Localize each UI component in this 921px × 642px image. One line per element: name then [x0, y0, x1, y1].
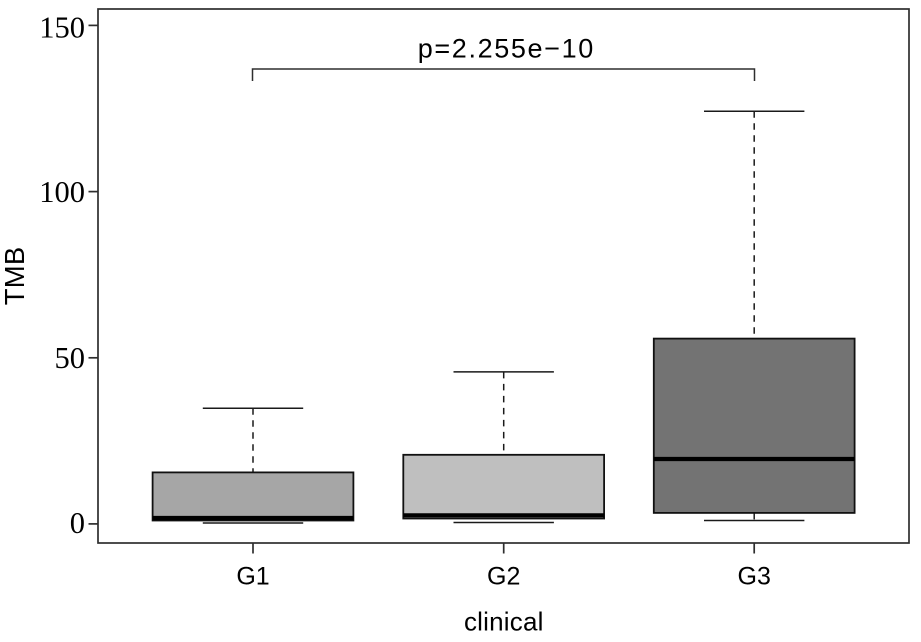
svg-text:clinical: clinical [464, 607, 544, 637]
svg-text:100: 100 [39, 175, 85, 209]
svg-text:G3: G3 [738, 563, 771, 591]
svg-text:p=2.255e−10: p=2.255e−10 [418, 33, 594, 63]
svg-text:TMB: TMB [0, 247, 30, 306]
svg-text:50: 50 [55, 341, 86, 375]
svg-text:G1: G1 [236, 563, 269, 591]
svg-text:G2: G2 [487, 563, 520, 591]
svg-text:150: 150 [39, 11, 85, 45]
svg-text:0: 0 [70, 506, 85, 540]
